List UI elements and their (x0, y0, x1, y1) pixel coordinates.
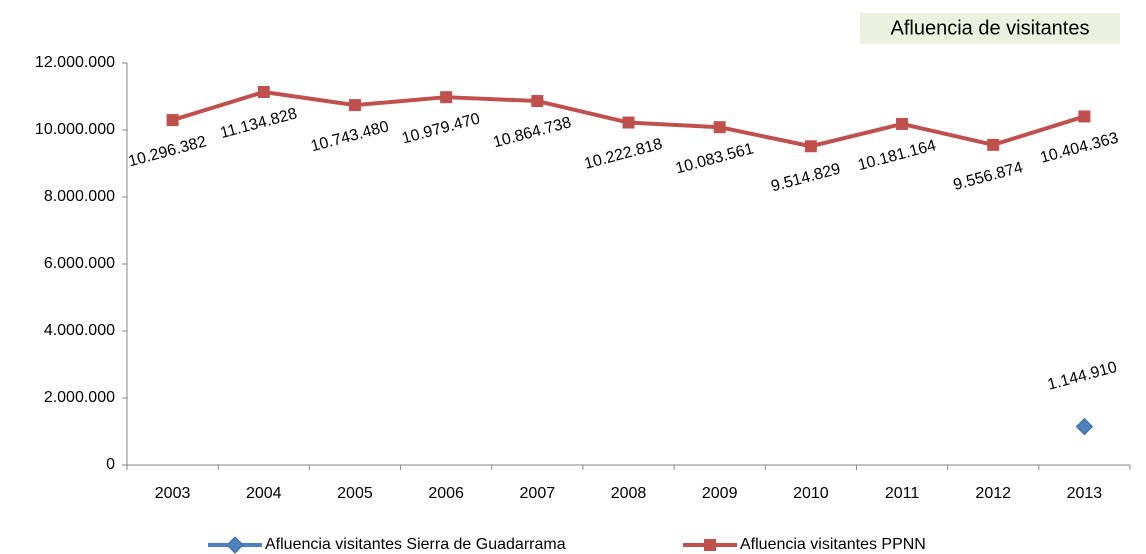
data-label: 10.296.382 (127, 133, 209, 170)
data-point (622, 116, 635, 129)
legend-label: Afluencia visitantes PPNN (740, 536, 926, 553)
data-point (257, 85, 270, 98)
data-point (531, 95, 544, 108)
data-point (804, 140, 817, 153)
x-tick-label: 2011 (885, 485, 920, 502)
data-label: 10.743.480 (309, 118, 391, 155)
legend-marker (226, 536, 244, 554)
data-label: 10.404.363 (1038, 130, 1120, 167)
x-tick-label: 2008 (611, 485, 647, 502)
x-tick-label: 2003 (155, 485, 191, 502)
y-tick-label: 4.000.000 (44, 322, 115, 339)
x-tick-label: 2005 (337, 485, 373, 502)
x-tick-label: 2006 (428, 485, 464, 502)
data-label: 11.134.828 (218, 105, 299, 142)
data-label: 10.083.561 (674, 140, 756, 177)
data-label: 10.222.818 (583, 136, 665, 173)
data-point (896, 117, 909, 130)
chart-title: Afluencia de visitantes (890, 17, 1089, 39)
data-label: 1.144.910 (1046, 359, 1119, 394)
data-label: 10.181.164 (856, 137, 938, 174)
data-label: 9.556.874 (952, 159, 1025, 194)
data-point (166, 114, 179, 127)
data-point (348, 99, 361, 112)
y-tick-label: 2.000.000 (44, 389, 115, 406)
x-tick-label: 2010 (793, 485, 829, 502)
legend-label: Afluencia visitantes Sierra de Guadarram… (265, 536, 566, 553)
y-tick-label: 10.000.000 (35, 121, 115, 138)
y-tick-label: 0 (106, 456, 115, 473)
title-box (860, 13, 1120, 44)
x-tick-label: 2007 (520, 485, 556, 502)
y-tick-label: 6.000.000 (44, 255, 115, 272)
data-point (713, 121, 726, 134)
data-point (1078, 110, 1091, 123)
y-tick-label: 12.000.000 (35, 54, 115, 71)
y-tick-label: 8.000.000 (44, 188, 115, 205)
data-label: 10.979.470 (400, 110, 482, 147)
x-tick-label: 2009 (702, 485, 738, 502)
data-point (440, 91, 453, 104)
data-label: 10.864.738 (491, 114, 573, 151)
x-tick-label: 2004 (246, 485, 282, 502)
data-label: 9.514.829 (769, 161, 842, 196)
x-tick-label: 2013 (1067, 485, 1103, 502)
x-tick-label: 2012 (975, 485, 1011, 502)
legend-marker (704, 539, 716, 551)
data-point (1075, 417, 1094, 436)
data-point (987, 138, 1000, 151)
